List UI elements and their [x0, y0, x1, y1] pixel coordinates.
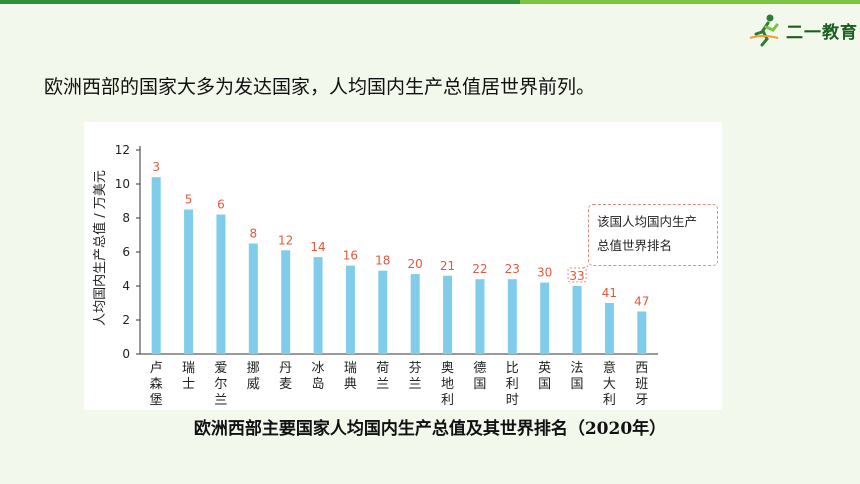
- category-label: 冰: [312, 361, 325, 376]
- rank-label: 20: [408, 257, 423, 271]
- callout-line-1: 该国人均国内生产: [597, 214, 698, 229]
- bar: [443, 275, 453, 354]
- y-axis-title: 人均国内生产总值 / 万美元: [92, 170, 108, 326]
- category-label: 兰: [376, 377, 389, 392]
- rank-label: 3: [152, 160, 160, 174]
- callout-connector: [582, 265, 589, 269]
- category-label: 班: [635, 377, 648, 392]
- category-label: 利: [441, 393, 454, 408]
- category-label: 荷: [376, 361, 389, 376]
- category-label: 岛: [312, 376, 325, 392]
- y-tick-label: 4: [122, 279, 130, 293]
- runner-icon: [749, 14, 779, 47]
- rank-label: 21: [440, 259, 455, 273]
- category-label: 丹: [279, 361, 292, 376]
- intro-text: 欧洲西部的国家大多为发达国家，人均国内生产总值居世界前列。: [44, 76, 596, 98]
- category-label: 兰: [409, 377, 422, 392]
- bar: [184, 209, 194, 354]
- category-label: 大: [603, 377, 616, 392]
- category-label: 奥: [441, 361, 454, 376]
- category-label: 利: [603, 393, 616, 408]
- bar: [604, 303, 614, 354]
- france-rank-highlight: [567, 267, 587, 283]
- top-accent-bar-dark: [0, 0, 520, 4]
- chart-panel: 0 2 4 6 8 10 12 人均国内生产总值 / 万美元 3 卢森堡 5 瑞士 6 爱尔兰 8 挪威 12 丹…: [84, 122, 722, 410]
- category-label: 意: [603, 360, 616, 376]
- rank-legend-callout: 该国人均国内生产 总值世界排名: [588, 204, 718, 266]
- bar: [410, 274, 420, 354]
- category-label: 英: [538, 361, 551, 376]
- chart-caption: 欧洲西部主要国家人均国内生产总值及其世界排名（2020年）: [193, 419, 667, 439]
- y-tick-label: 0: [122, 347, 130, 361]
- category-label: 堡: [150, 392, 163, 408]
- y-tick-label: 6: [122, 245, 130, 259]
- bar: [281, 250, 291, 354]
- bar: [378, 270, 388, 354]
- category-label: 士: [182, 377, 195, 392]
- category-label: 德: [473, 361, 486, 376]
- category-label: 森: [150, 377, 163, 392]
- category-label: 地: [441, 377, 454, 392]
- category-label: 典: [344, 377, 357, 392]
- category-label: 挪: [247, 361, 260, 376]
- category-label: 国: [571, 377, 584, 392]
- bar: [540, 282, 550, 354]
- category-label: 时: [506, 393, 519, 408]
- category-label: 尔: [214, 377, 227, 392]
- y-tick-label: 12: [115, 143, 130, 157]
- y-tick-label: 8: [122, 211, 130, 225]
- rank-label: 23: [505, 262, 520, 276]
- category-label: 威: [247, 377, 260, 392]
- category-label: 芬: [409, 361, 422, 376]
- rank-label: 47: [634, 295, 649, 309]
- category-label: 瑞: [182, 361, 195, 376]
- rank-label: 5: [185, 193, 193, 207]
- category-label: 兰: [214, 393, 227, 408]
- rank-label: 16: [343, 249, 358, 263]
- category-label: 麦: [279, 377, 292, 392]
- callout-line-2: 总值世界排名: [597, 238, 673, 253]
- category-label: 西: [635, 361, 648, 376]
- rank-label: 22: [472, 262, 487, 276]
- bar: [572, 286, 582, 354]
- y-tick-label: 2: [122, 313, 130, 327]
- category-label: 爱: [214, 361, 227, 376]
- rank-label: 14: [310, 240, 325, 254]
- category-label: 比: [506, 361, 519, 376]
- bar: [313, 257, 323, 354]
- brand-name: 二一教育: [786, 22, 858, 43]
- rank-label: 8: [249, 227, 257, 241]
- bar: [345, 265, 355, 354]
- category-label: 瑞: [344, 361, 357, 376]
- bar: [216, 214, 226, 354]
- bar: [507, 279, 517, 354]
- category-label: 牙: [635, 393, 648, 408]
- rank-label: 33: [569, 269, 584, 283]
- rank-label: 18: [375, 254, 390, 268]
- bar: [151, 177, 161, 354]
- rank-label: 6: [217, 198, 225, 212]
- bar: [475, 279, 485, 354]
- rank-label: 12: [278, 233, 293, 247]
- category-label: 利: [506, 377, 519, 392]
- brand-logo: 二一教育: [748, 12, 858, 48]
- category-label: 国: [538, 377, 551, 392]
- category-label: 国: [473, 377, 486, 392]
- y-tick-label: 10: [115, 177, 130, 191]
- bar: [248, 243, 258, 354]
- bar: [637, 311, 647, 354]
- category-label: 法: [571, 361, 584, 376]
- rank-label: 41: [602, 286, 617, 300]
- rank-label: 30: [537, 266, 552, 280]
- category-label: 卢: [150, 360, 163, 376]
